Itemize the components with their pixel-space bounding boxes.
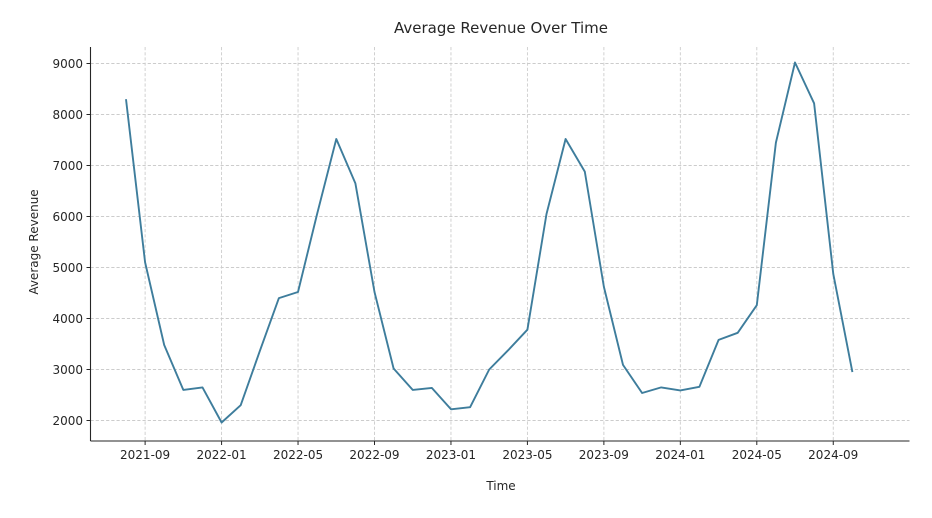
y-axis-label: Average Revenue [27,189,41,294]
y-tick-label: 3000 [52,363,83,377]
grid-layer [90,47,910,441]
y-tick-label: 5000 [52,261,83,275]
x-tick-label: 2023-09 [579,448,629,462]
y-tick-label: 4000 [52,312,83,326]
y-tick-label: 8000 [52,108,83,122]
x-tick-label: 2022-09 [349,448,399,462]
y-tick-label: 2000 [52,414,83,428]
x-tick-label: 2023-01 [426,448,476,462]
chart-title: Average Revenue Over Time [394,19,608,37]
y-tick-label: 6000 [52,210,83,224]
x-tick-label: 2021-09 [120,448,170,462]
axes-layer [86,47,910,445]
x-tick-label: 2022-05 [273,448,323,462]
y-tick-label: 7000 [52,159,83,173]
average-revenue-line [125,61,854,424]
x-tick-label: 2023-05 [502,448,552,462]
x-tick-label: 2024-05 [732,448,782,462]
tick-label-layer: 2000 3000 4000 5000 6000 7000 8000 9000 2021-09 2… [52,57,858,462]
x-axis-label: Time [485,479,515,493]
y-tick-label: 9000 [52,57,83,71]
x-tick-label: 2022-01 [197,448,247,462]
x-tick-label: 2024-01 [655,448,705,462]
x-tick-label: 2024-09 [808,448,858,462]
